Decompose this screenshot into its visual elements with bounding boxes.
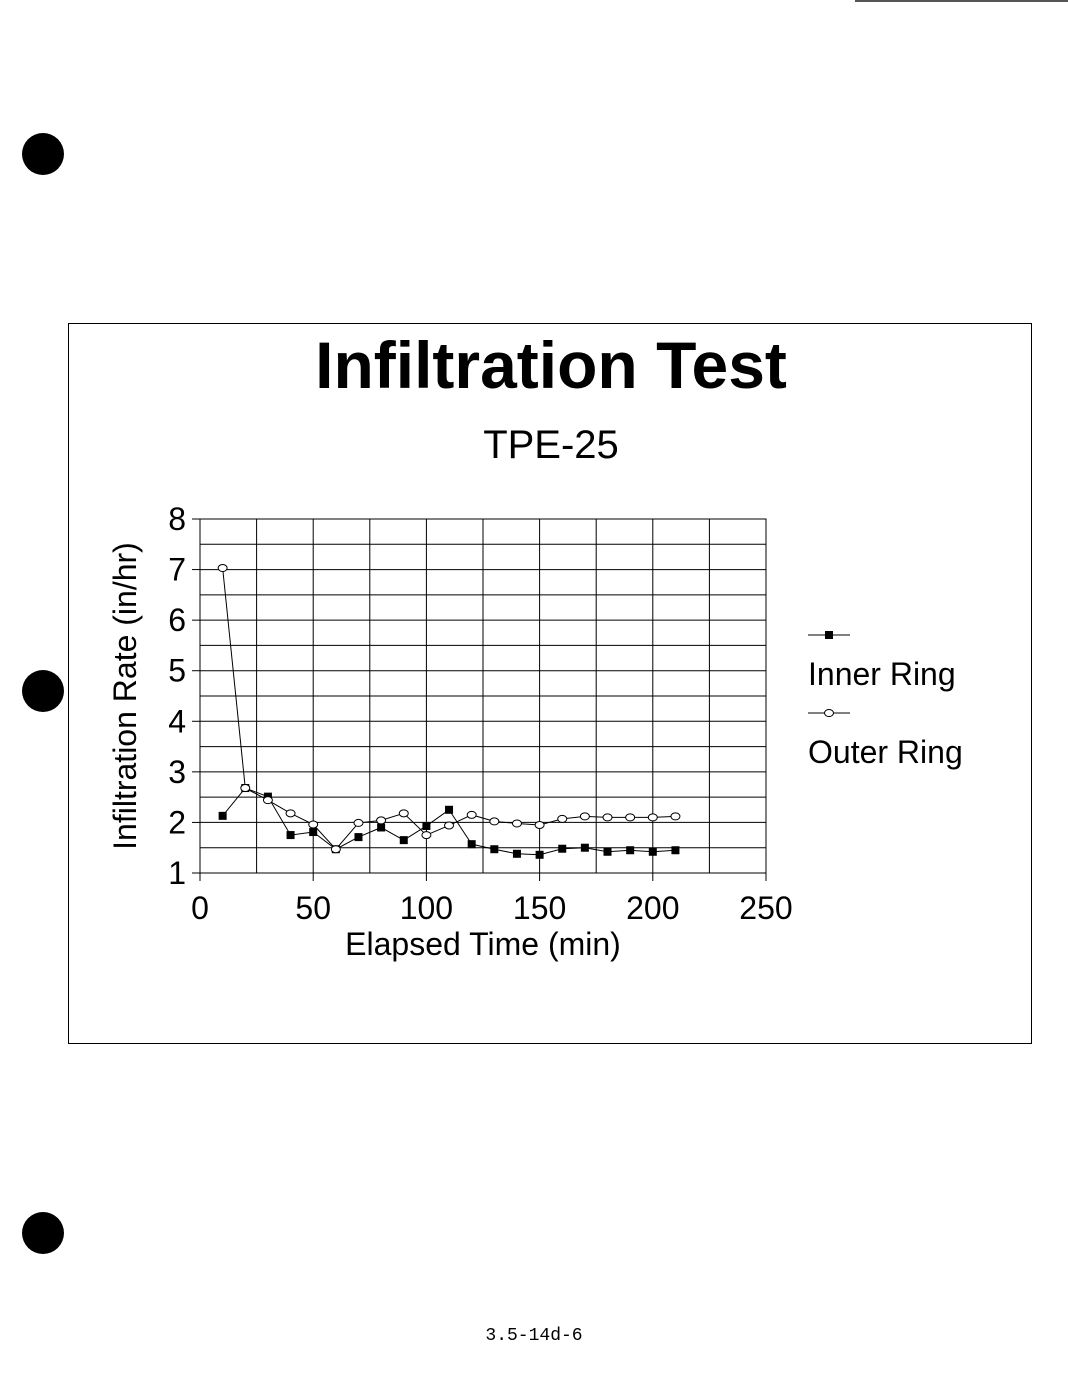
data-point [558,844,567,853]
data-point [625,813,636,822]
legend: Inner Ring Outer Ring [808,631,963,770]
legend-marker [825,631,833,639]
x-tick-label: 200 [626,890,679,926]
y-tick-label: 6 [168,602,186,638]
x-tick-label: 250 [739,890,792,926]
data-point [354,833,363,842]
data-point [580,843,589,852]
data-point [535,850,544,859]
punch-hole-top [22,133,64,175]
data-point [603,847,612,856]
legend-label: Inner Ring [808,656,956,692]
data-point [557,814,568,823]
data-point [466,810,477,819]
series-line [222,787,676,856]
data-point [445,805,454,814]
data-point [422,821,431,830]
x-tick-label: 50 [295,890,331,926]
data-point [217,564,228,573]
chart-svg: Infiltration Test TPE-25 0 50 100 150 200 250… [107,328,963,962]
data-point [262,796,273,805]
data-point [286,831,295,840]
data-point [602,813,613,822]
data-point [399,836,408,845]
y-tick-label: 2 [168,804,186,840]
data-point [489,817,500,826]
data-point [330,845,341,854]
plot-area [199,518,767,874]
legend-marker [824,709,834,717]
y-tick-label: 5 [168,653,186,689]
data-point [626,846,635,855]
data-point [421,831,432,840]
y-axis-label: Infiltration Rate (in/hr) [107,542,143,850]
data-point [308,820,319,829]
data-point [218,811,227,820]
chart-title: Infiltration Test [315,328,787,402]
data-point [490,845,499,854]
x-axis-label: Elapsed Time (min) [345,926,621,962]
data-point [511,819,522,828]
data-point [353,818,364,827]
y-tick-label: 8 [168,501,186,537]
y-tick-label: 3 [168,754,186,790]
legend-label: Outer Ring [808,734,963,770]
y-tick-label: 7 [168,552,186,588]
top-edge-rule [855,0,1068,2]
chart-subtitle: TPE-25 [483,423,619,467]
series-layer [217,564,681,859]
data-point [534,820,545,829]
punch-hole-middle [22,670,64,712]
data-point [467,840,476,849]
y-tick-label: 1 [168,855,186,891]
data-point [285,809,296,818]
data-point [240,784,251,793]
data-point [398,809,409,818]
y-tick-label: 4 [168,703,186,739]
data-point [377,823,386,832]
data-point [579,812,590,821]
data-point [671,846,680,855]
page-number: 3.5-14d-6 [485,1326,583,1346]
x-tick-label: 0 [191,890,209,926]
data-point [309,828,318,837]
data-point [670,812,681,821]
data-point [376,816,387,825]
data-point [444,821,455,830]
x-tick-label: 150 [513,890,566,926]
data-point [647,813,658,822]
x-tick-label: 100 [400,890,453,926]
chart-frame: Infiltration Test TPE-25 0 50 100 150 200 250… [68,323,1032,1044]
axis-ticks: 0 50 100 150 200 250 1 2 3 4 5 6 7 8 [168,501,792,926]
punch-hole-bottom [22,1212,64,1254]
data-point [512,849,521,858]
grid [200,519,766,873]
data-point [648,847,657,856]
series-1 [217,564,681,854]
